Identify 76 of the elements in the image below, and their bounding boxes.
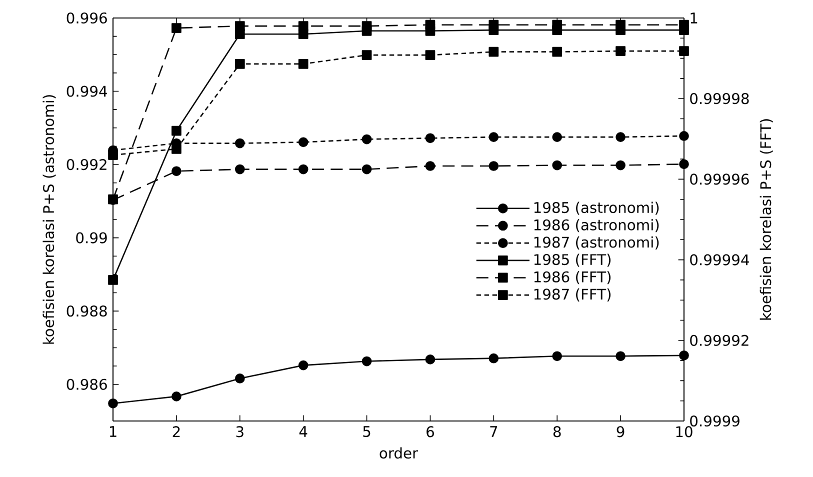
point — [172, 144, 182, 154]
point — [362, 50, 372, 60]
point — [488, 132, 499, 142]
x-tick-label: 2 — [172, 426, 180, 438]
point — [298, 58, 308, 69]
x-tick-label: 9 — [616, 426, 624, 438]
point — [616, 20, 626, 30]
legend-label: 1985 (astronomi) — [534, 202, 659, 215]
y2-tick-label: 0.99996 — [690, 174, 749, 185]
point — [425, 50, 436, 60]
point — [425, 354, 436, 364]
legend-label: 1987 (astronomi) — [534, 236, 659, 250]
x-tick-label: 4 — [299, 426, 308, 437]
point — [425, 20, 436, 30]
x-tick-label: 7 — [490, 426, 498, 437]
point — [298, 21, 308, 31]
legend-label: 1986 (astronomi) — [534, 219, 659, 232]
point — [234, 58, 245, 69]
point — [172, 126, 182, 136]
point — [298, 137, 308, 148]
point — [488, 353, 499, 364]
point — [488, 161, 499, 171]
point — [172, 166, 182, 176]
y2-tick-label: 0.99994 — [690, 254, 749, 266]
point — [234, 164, 245, 174]
point — [679, 20, 689, 30]
point — [362, 134, 372, 144]
point — [552, 351, 562, 362]
point — [362, 356, 372, 366]
point — [552, 20, 562, 30]
point — [425, 133, 436, 144]
point — [552, 160, 562, 170]
point — [488, 20, 499, 30]
point — [616, 351, 626, 362]
point — [172, 392, 182, 402]
point — [616, 132, 626, 142]
x-tick-label: 10 — [676, 426, 692, 438]
point — [616, 46, 626, 56]
y-tick-label: 0.992 — [66, 159, 106, 170]
point — [108, 275, 118, 285]
point — [298, 360, 308, 370]
y-tick-label: 0.99 — [76, 232, 107, 244]
y2-tick-label: 0.9999 — [690, 415, 740, 427]
x-tick-label: 5 — [363, 426, 370, 438]
legend-label: 1986 (FFT) — [534, 271, 611, 284]
point — [425, 161, 436, 171]
x-tick-label: 8 — [553, 426, 561, 438]
y2-tick-label: 0.99998 — [690, 93, 749, 104]
point — [616, 160, 626, 170]
point — [108, 150, 118, 160]
y-tick-label: 0.986 — [66, 378, 107, 390]
point — [234, 374, 245, 384]
y2-tick-label: 0.99992 — [690, 334, 748, 346]
y-axis-title: koefisien korelasi P+S (astronomi) — [42, 95, 56, 344]
y-tick-label: 0.988 — [66, 306, 107, 317]
y2-axis-title: koefisien korelasi P+S (FFT) — [760, 119, 773, 320]
y-tick-label: 0.994 — [66, 86, 108, 97]
legend-label: 1985 (FFT) — [534, 254, 611, 267]
point — [488, 46, 499, 57]
point — [362, 21, 372, 31]
point — [679, 46, 689, 56]
x-tick-label: 3 — [236, 426, 244, 438]
point — [552, 46, 562, 57]
y2-tick-label: 1 — [690, 12, 698, 24]
y-tick-label: 0.996 — [66, 12, 107, 24]
legend-label: 1987 (FFT) — [534, 288, 611, 302]
point — [552, 132, 562, 142]
x-axis-title: order — [380, 447, 418, 459]
point — [108, 398, 118, 408]
x-tick-label: 1 — [110, 426, 116, 437]
point — [172, 23, 182, 33]
point — [298, 164, 308, 174]
point — [362, 164, 372, 174]
point — [234, 138, 245, 148]
point — [234, 21, 245, 31]
x-tick-label: 6 — [426, 426, 434, 438]
